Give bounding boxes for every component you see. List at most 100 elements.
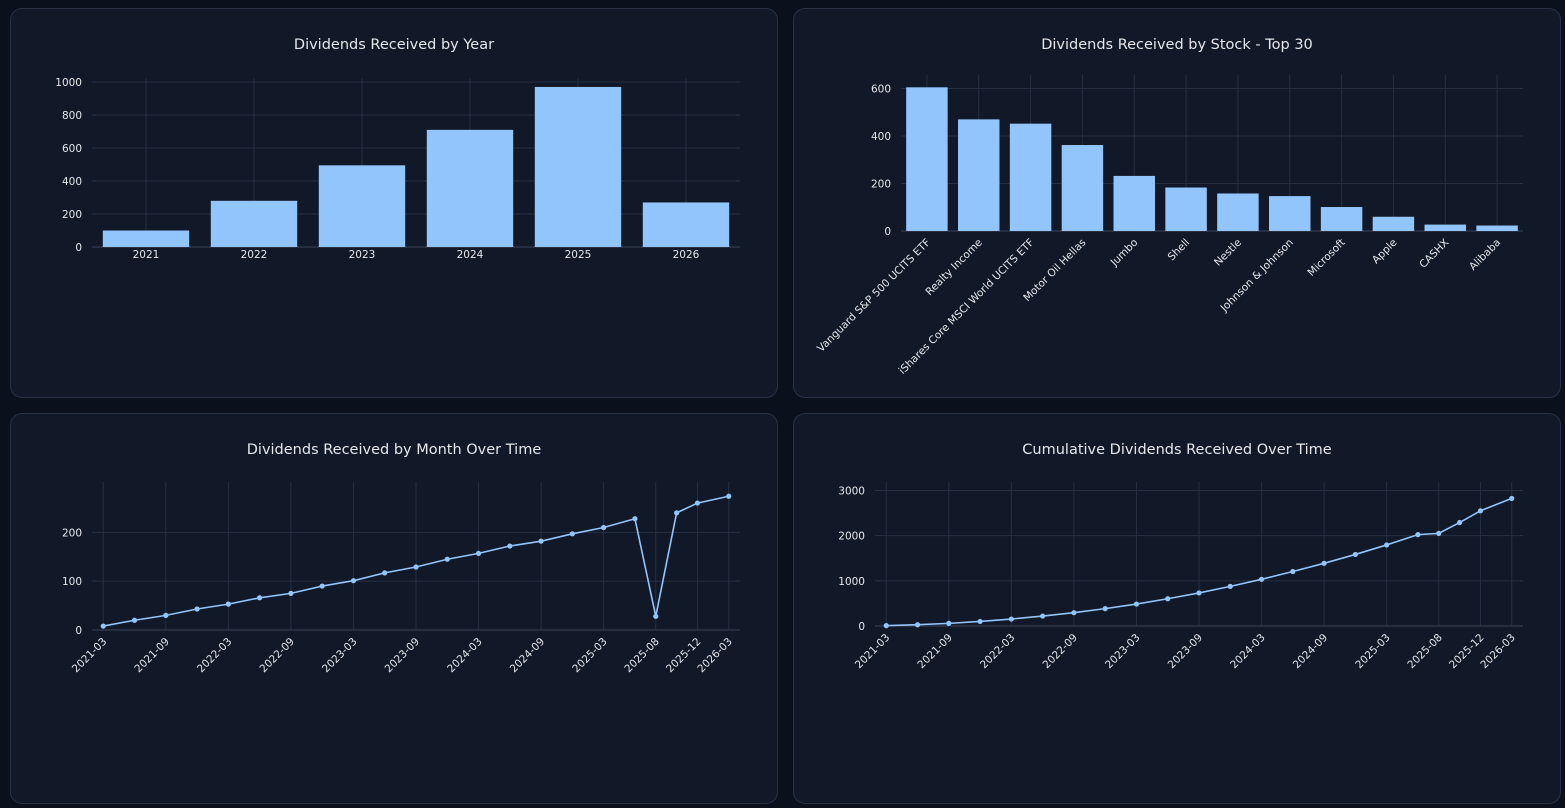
data-point: [1352, 551, 1358, 558]
x-tick-label: 2025-08: [622, 636, 662, 676]
bar: [534, 86, 622, 247]
x-tick-label: 2026: [673, 249, 700, 261]
bar: [906, 87, 948, 231]
x-tick-label: 2025: [565, 249, 592, 261]
data-point: [1008, 616, 1014, 622]
x-tick-label: CASHX: [1417, 237, 1451, 271]
data-point: [350, 578, 357, 584]
series-line: [103, 495, 729, 627]
data-point: [507, 543, 513, 549]
data-point: [1415, 532, 1421, 538]
bar: [1320, 207, 1363, 231]
cumulative-chart-panel: Cumulative Dividends Received Over Time …: [793, 413, 1561, 804]
bar: [1009, 123, 1052, 231]
y-tick-label: 800: [62, 110, 82, 122]
data-point: [131, 617, 138, 623]
data-point: [257, 595, 263, 601]
x-tick-label: 2025-08: [1405, 632, 1445, 672]
x-tick-label: 2025-03: [570, 636, 610, 676]
data-point: [1384, 542, 1390, 548]
bar: [1269, 196, 1311, 231]
y-tick-label: 200: [62, 209, 82, 221]
x-tick-label: Jumbo: [1108, 237, 1141, 270]
bar: [958, 119, 1000, 231]
data-point: [1290, 568, 1296, 575]
chart-title: Dividends Received by Stock - Top 30: [1041, 37, 1313, 53]
y-tick-label: 400: [62, 176, 82, 188]
data-point: [1071, 610, 1077, 616]
bar: [1424, 224, 1466, 231]
y-tick-label: 600: [62, 143, 82, 155]
bar: [1372, 216, 1415, 231]
x-tick-label: Nestle: [1212, 237, 1244, 269]
data-point: [977, 618, 983, 625]
data-point: [194, 606, 200, 612]
data-point: [914, 622, 921, 628]
x-tick-label: 2023-03: [1103, 632, 1143, 672]
y-tick-label: 0: [858, 621, 865, 633]
x-tick-label: 2023-09: [383, 636, 423, 676]
data-point: [444, 556, 450, 562]
data-point: [726, 493, 732, 499]
y-tick-label: 400: [871, 131, 891, 143]
x-tick-label: Vanguard S&P 500 UCITS ETF: [815, 237, 933, 355]
data-point: [1436, 530, 1442, 536]
bar: [102, 230, 190, 247]
data-point: [319, 583, 325, 589]
year-chart-panel: Dividends Received by Year 0 200 400 600 800…: [10, 8, 778, 398]
x-tick-label: 2026-03: [1478, 632, 1518, 672]
data-point: [674, 510, 680, 516]
bar: [210, 200, 298, 247]
data-point: [225, 601, 231, 607]
y-tick-label: 200: [62, 527, 82, 539]
data-point: [883, 623, 889, 629]
x-tick-label: 2021-03: [70, 636, 110, 676]
stock-chart-panel: Dividends Received by Stock - Top 30 0 20…: [793, 8, 1561, 398]
x-tick-label: 2024-09: [1291, 632, 1331, 672]
monthly-chart-panel: Dividends Received by Month Over Time 20…: [10, 413, 778, 804]
y-tick-label: 1000: [838, 576, 865, 588]
chart-title: Dividends Received by Year: [293, 37, 495, 53]
data-point: [1227, 583, 1233, 589]
y-tick-label: 100: [62, 576, 82, 588]
data-point: [1321, 560, 1327, 566]
data-point: [413, 564, 419, 570]
x-tick-label: 2025-03: [1353, 632, 1393, 672]
data-point: [1102, 606, 1108, 612]
bar: [1165, 187, 1207, 231]
bar: [1476, 225, 1518, 231]
y-tick-label: 0: [75, 242, 82, 254]
x-tick-label: Microsoft: [1305, 237, 1347, 279]
bar: [1061, 145, 1104, 231]
y-tick-label: 2000: [838, 531, 865, 543]
x-tick-label: 2021: [133, 249, 160, 261]
x-tick-label: 2023: [349, 249, 376, 261]
x-tick-label: Apple: [1370, 237, 1400, 267]
x-tick-label: 2022-09: [258, 636, 298, 676]
x-tick-label: 2024-03: [445, 636, 485, 676]
y-tick-label: 200: [871, 179, 891, 191]
cumulative-line-chart: 2021-03 2021-09 2022-03 2022-09 2023-03 2023-…: [838, 482, 1523, 672]
y-tick-label: 1000: [55, 77, 82, 89]
x-tick-label: Alibaba: [1467, 237, 1503, 273]
data-point: [653, 613, 659, 619]
year-bar-chart: 0 200 400 600 800 1000 2021 2022 2023 2024 2025 202…: [55, 77, 740, 261]
x-tick-label: 2024-09: [508, 636, 548, 676]
data-point: [100, 623, 106, 629]
y-tick-label: 0: [884, 226, 891, 238]
chart-title: Cumulative Dividends Received Over Time: [1022, 442, 1332, 458]
x-tick-label: Shell: [1166, 237, 1193, 264]
x-tick-label: 2021-03: [853, 632, 893, 672]
data-point: [694, 500, 701, 506]
data-point: [946, 620, 952, 626]
x-tick-label: 2022: [241, 249, 268, 261]
x-tick-label: 2022-03: [195, 636, 235, 676]
data-point: [569, 531, 575, 537]
bar: [1217, 193, 1259, 231]
data-point: [632, 516, 638, 522]
x-tick-label: 2024: [457, 249, 484, 261]
data-point: [1165, 596, 1171, 602]
data-point: [1196, 590, 1202, 596]
x-tick-label: 2023-09: [1166, 632, 1206, 672]
